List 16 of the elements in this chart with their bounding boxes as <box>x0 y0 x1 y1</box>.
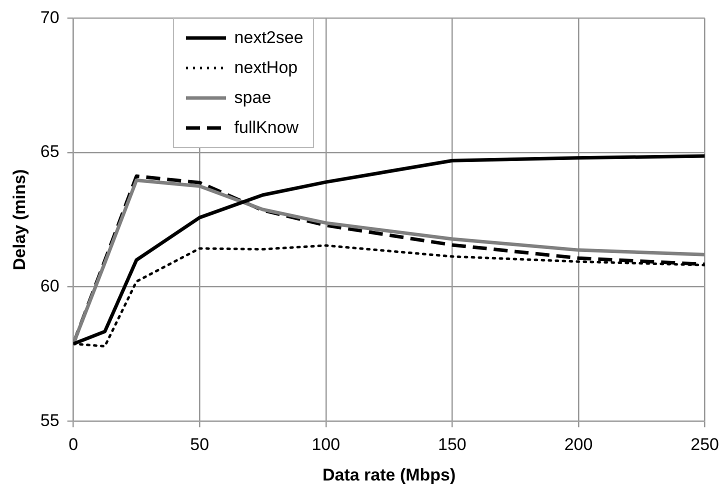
legend-label: nextHop <box>234 58 298 78</box>
x-axis-title: Data rate (Mbps) <box>322 465 456 484</box>
y-axis-title: Delay (mins) <box>10 169 29 270</box>
x-tick-label: 150 <box>438 435 466 454</box>
x-tick-label: 50 <box>190 435 210 454</box>
y-tick-label: 65 <box>40 142 60 162</box>
legend-label: next2see <box>234 28 304 48</box>
x-tick-label: 100 <box>312 435 340 454</box>
y-tick-label: 55 <box>40 410 60 430</box>
y-tick-label: 60 <box>40 276 60 296</box>
x-tick-label: 250 <box>690 435 720 454</box>
legend-label: fullKnow <box>234 118 299 138</box>
y-tick-label: 70 <box>40 8 60 27</box>
legend-label: spae <box>234 88 272 108</box>
x-tick-label: 200 <box>564 435 593 454</box>
x-tick-label: 0 <box>68 435 78 454</box>
